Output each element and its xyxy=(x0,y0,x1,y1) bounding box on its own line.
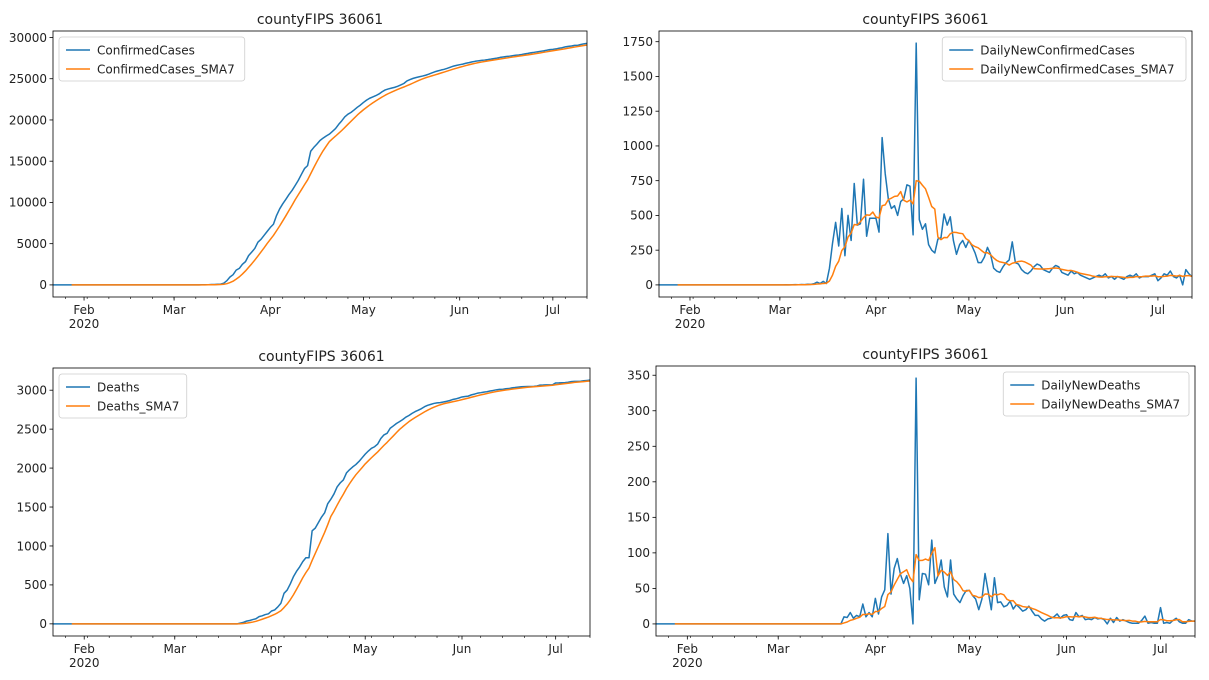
x-tick-label: May xyxy=(351,303,376,317)
x-tick-label: Feb xyxy=(679,303,700,317)
chart-title: countyFIPS 36061 xyxy=(862,347,988,363)
x-tick-label: Apr xyxy=(866,303,887,317)
x-tick-label: Jul xyxy=(1152,642,1167,656)
y-tick-label: 5000 xyxy=(16,237,47,251)
axes-frame xyxy=(658,30,1193,298)
legend-label: DailyNewDeaths_SMA7 xyxy=(1041,397,1180,411)
subplot-3: countyFIPS 36061 0 500 1000 1500 2000 2500 3000… xyxy=(16,349,591,670)
y-tick-label: 1250 xyxy=(622,104,653,118)
legend: Deaths Deaths_SMA7 xyxy=(58,373,188,419)
x-tick-label: Jul xyxy=(545,303,560,317)
axes-frame xyxy=(52,30,588,298)
legend-label: DailyNewConfirmedCases_SMA7 xyxy=(980,62,1174,76)
y-tick-label: 300 xyxy=(627,404,650,418)
x-tick-year-label: 2020 xyxy=(672,656,703,670)
y-tick-label: 2500 xyxy=(16,422,47,436)
x-tick-label: Jun xyxy=(452,642,472,656)
x-tick-label: Mar xyxy=(163,642,186,656)
y-tick-label: 250 xyxy=(630,243,653,257)
y-tick-label: 0 xyxy=(39,278,47,292)
y-tick-label: 150 xyxy=(627,511,650,525)
x-tick-label: May xyxy=(353,642,378,656)
x-tick-label: May xyxy=(956,303,981,317)
legend-box xyxy=(1002,371,1190,417)
x-tick-label: Feb xyxy=(73,303,94,317)
y-tick-label: 1500 xyxy=(622,70,653,84)
legend: DailyNewConfirmedCases DailyNewConfirmedC… xyxy=(941,36,1187,82)
y-tick-label: 1500 xyxy=(16,500,47,514)
y-tick-label: 1000 xyxy=(622,139,653,153)
legend-box xyxy=(58,36,246,82)
y-tick-label: 30000 xyxy=(9,31,47,45)
y-tick-label: 10000 xyxy=(9,196,47,210)
legend-box xyxy=(941,36,1187,82)
x-tick-label: Jun xyxy=(449,303,469,317)
x-tick-label: Feb xyxy=(677,642,698,656)
legend-box xyxy=(58,373,188,419)
legend-label: DailyNewConfirmedCases xyxy=(980,43,1134,57)
subplot-1: countyFIPS 36061 0 5000 10000 15000 20000 2500… xyxy=(9,12,588,331)
x-tick-label: Jun xyxy=(1055,303,1075,317)
y-tick-label: 3000 xyxy=(16,383,47,397)
x-tick-label: Mar xyxy=(163,303,186,317)
x-tick-label: Feb xyxy=(74,642,95,656)
legend-label: ConfirmedCases_SMA7 xyxy=(97,62,235,76)
chart-title: countyFIPS 36061 xyxy=(258,349,384,365)
y-tick-label: 1000 xyxy=(16,539,47,553)
x-tick-year-label: 2020 xyxy=(675,317,706,331)
y-tick-label: 2000 xyxy=(16,461,47,475)
y-tick-label: 50 xyxy=(635,582,650,596)
y-tick-label: 0 xyxy=(39,617,47,631)
y-tick-label: 1750 xyxy=(622,35,653,49)
series-line-DailyNewConfirmedCases_SMA7 xyxy=(677,179,1192,286)
legend-label: Deaths xyxy=(97,380,140,394)
x-tick-label: Jun xyxy=(1056,642,1076,656)
y-tick-label: 500 xyxy=(630,209,653,223)
y-tick-label: 25000 xyxy=(9,72,47,86)
y-tick-label: 100 xyxy=(627,546,650,560)
legend-label: ConfirmedCases xyxy=(97,43,195,57)
y-tick-label: 15000 xyxy=(9,154,47,168)
series-line-DailyNewDeaths_SMA7 xyxy=(674,546,1195,625)
x-tick-label: Jul xyxy=(1150,303,1165,317)
x-tick-label: May xyxy=(957,642,982,656)
x-tick-label: Jul xyxy=(547,642,562,656)
subplot-2: countyFIPS 36061 0 250 500 750 1000 1250 1500 17… xyxy=(622,12,1193,331)
legend: ConfirmedCases ConfirmedCases_SMA7 xyxy=(58,36,246,82)
y-tick-label: 200 xyxy=(627,475,650,489)
chart-title: countyFIPS 36061 xyxy=(862,12,988,28)
axes-frame xyxy=(655,365,1196,637)
axes-frame xyxy=(52,367,591,637)
x-tick-label: Apr xyxy=(260,303,281,317)
legend: DailyNewDeaths DailyNewDeaths_SMA7 xyxy=(1002,371,1190,417)
x-tick-label: Mar xyxy=(767,642,790,656)
x-tick-label: Apr xyxy=(865,642,886,656)
x-tick-label: Mar xyxy=(769,303,792,317)
x-tick-year-label: 2020 xyxy=(69,656,100,670)
x-tick-label: Apr xyxy=(261,642,282,656)
y-tick-label: 500 xyxy=(24,578,47,592)
y-tick-label: 350 xyxy=(627,369,650,383)
chart-title: countyFIPS 36061 xyxy=(257,12,383,28)
x-tick-year-label: 2020 xyxy=(69,317,100,331)
y-tick-label: 750 xyxy=(630,174,653,188)
legend-label: DailyNewDeaths xyxy=(1041,378,1140,392)
series-line-ConfirmedCases_SMA7 xyxy=(71,44,587,286)
y-tick-label: 0 xyxy=(645,278,653,292)
subplot-4: countyFIPS 36061 0 50 100 150 200 250 300 350 Feb… xyxy=(627,347,1196,670)
y-tick-label: 250 xyxy=(627,440,650,454)
y-tick-label: 20000 xyxy=(9,113,47,127)
series-line-Deaths_SMA7 xyxy=(71,380,590,625)
legend-label: Deaths_SMA7 xyxy=(97,399,179,413)
y-tick-label: 0 xyxy=(642,617,650,631)
